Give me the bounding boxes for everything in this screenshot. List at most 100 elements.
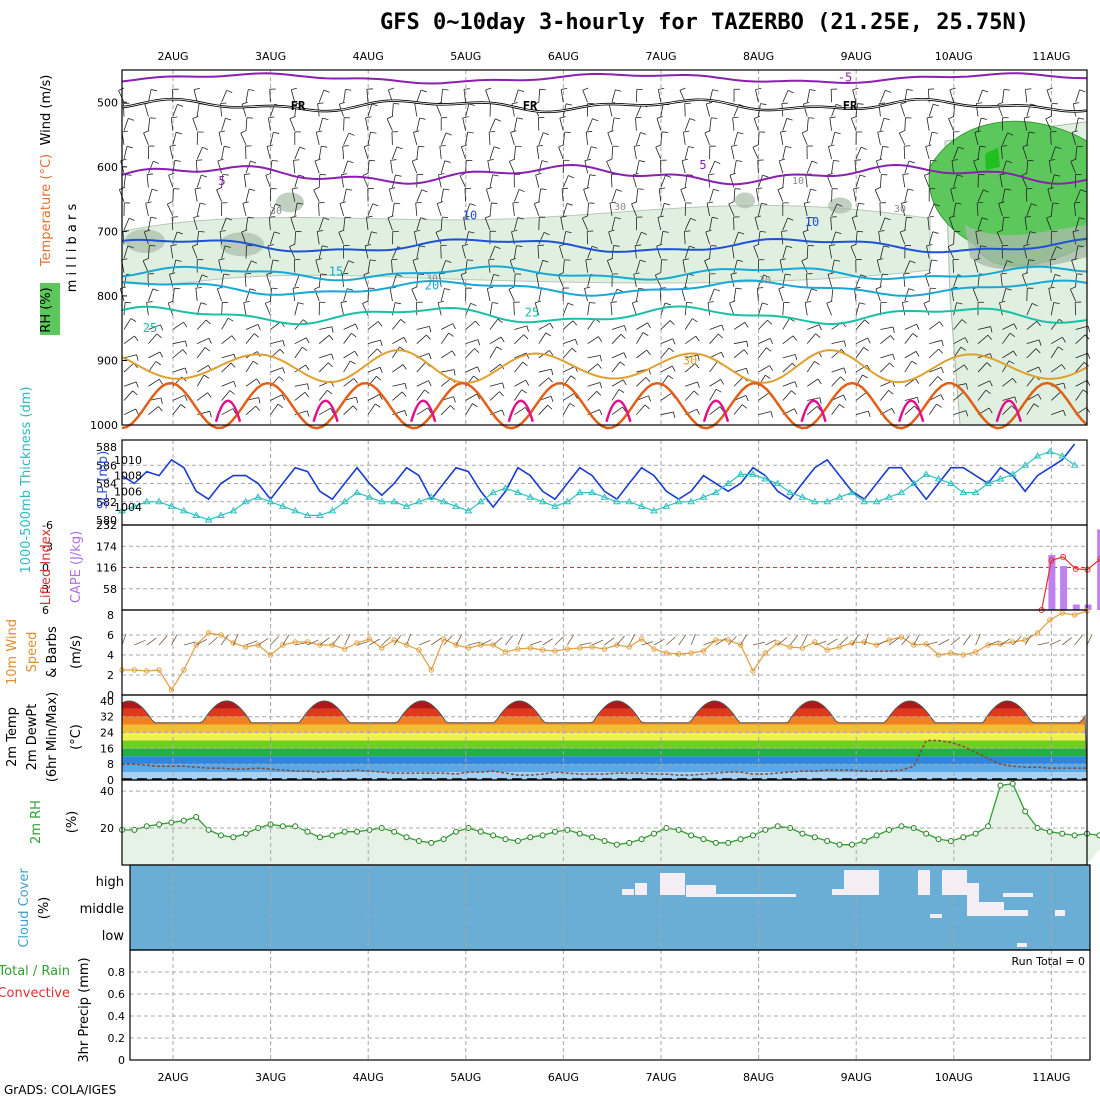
wind-barb-flag <box>693 390 699 396</box>
wind-barb <box>876 259 881 273</box>
wind-barb <box>681 160 686 174</box>
wind-barb-flag <box>160 397 163 404</box>
wind-barb <box>485 89 491 103</box>
wind-barb-flag <box>445 260 452 263</box>
wind-barb <box>928 259 932 273</box>
wind-barb <box>587 174 591 188</box>
wind-barb-flag <box>327 362 333 368</box>
wind-barb <box>587 382 601 387</box>
wind-barb-flag <box>714 288 721 292</box>
wind-barb <box>782 118 788 131</box>
wind10-barb <box>715 637 727 646</box>
wind-barb <box>318 146 322 160</box>
wind-barb-flag <box>850 243 857 247</box>
wind-barb <box>782 335 794 344</box>
rh2m-marker <box>440 836 447 843</box>
precip-grid <box>172 950 1052 1060</box>
thickness-marker <box>600 493 609 500</box>
wind-barb-flag <box>268 116 275 119</box>
wind10-label-2: Speed <box>25 632 40 673</box>
thickness-marker <box>860 497 869 505</box>
wind-barb <box>367 403 376 415</box>
wind-barb <box>855 146 862 160</box>
wind-barb <box>1002 396 1016 401</box>
thickness-marker <box>984 479 992 486</box>
wind-barb <box>314 160 320 174</box>
wind-barb <box>778 288 784 302</box>
temperature-band <box>122 756 1087 765</box>
wind10-marker <box>824 647 830 653</box>
wind-barb <box>831 203 838 217</box>
thickness-marker <box>947 479 955 486</box>
wind-barb-flag <box>695 335 700 342</box>
wind-barb-flag <box>974 130 981 133</box>
wind-barb <box>1024 217 1028 231</box>
wind-barb-flag <box>791 390 797 395</box>
wind-barb <box>293 160 296 174</box>
wind10-barb <box>666 636 676 646</box>
cape-tick: 174 <box>96 540 117 553</box>
wind10-tick: 8 <box>107 609 114 622</box>
wind-barb <box>632 174 637 188</box>
wind-barb-flag <box>877 258 884 261</box>
wind-barb <box>636 104 643 117</box>
wind10-barb <box>319 637 330 646</box>
wind-barb <box>1026 160 1029 174</box>
wind-barb-flag <box>565 231 572 234</box>
wind-barb <box>318 362 329 373</box>
wind-barb <box>489 246 496 259</box>
wind-barb-flag <box>545 332 552 337</box>
thickness-marker <box>749 470 757 477</box>
wind-barb <box>733 188 736 202</box>
rh2m-tick: 40 <box>100 785 114 798</box>
pressure-tick: 500 <box>97 96 118 109</box>
wind-barb <box>465 393 478 401</box>
wind-barb <box>392 337 404 345</box>
wind-barb <box>318 273 322 287</box>
wind-barb-flag <box>387 215 394 219</box>
wind-barb-flag <box>339 201 346 204</box>
wind-barb <box>1050 346 1059 359</box>
temperature-curve <box>121 700 1088 781</box>
wind10-barb <box>740 634 747 646</box>
wind-barb <box>684 245 690 259</box>
wind-barb <box>221 381 234 387</box>
wind-barb-flag <box>241 229 248 233</box>
wind-barb <box>831 104 837 117</box>
wind-barb-flag <box>439 272 446 275</box>
wind-barb <box>948 118 954 131</box>
rh2m-marker <box>576 830 583 837</box>
wind-barb-flag <box>296 202 304 205</box>
wind-barb <box>977 389 987 401</box>
wind-barb <box>684 118 691 131</box>
wind-barb <box>1075 361 1085 373</box>
wind-barb <box>538 232 545 245</box>
wind-barb <box>657 89 662 103</box>
wind-barb <box>514 361 524 373</box>
wind-barb-flag <box>1078 117 1085 120</box>
wind-barb <box>880 353 893 359</box>
wind-barb <box>294 103 297 117</box>
wind-barb <box>245 117 248 131</box>
wind-barb-flag <box>535 300 542 304</box>
wind-barb-flag <box>201 174 208 178</box>
wind-barb <box>1075 146 1078 160</box>
wind-barb <box>827 274 832 287</box>
wind10-barb <box>567 634 575 646</box>
wind-barb-flag <box>712 89 719 92</box>
wind-barb <box>1026 375 1036 387</box>
wind-barb <box>1049 259 1052 273</box>
wind-barb <box>289 118 296 131</box>
wind-barb <box>465 320 476 330</box>
wind-barb <box>563 338 576 345</box>
wind-barb-flag <box>794 354 798 361</box>
rh-contour-label: 10 <box>792 176 804 187</box>
wind-barb <box>1075 89 1080 103</box>
wind-barb-flag <box>477 339 481 346</box>
wind-barb-flag <box>1047 187 1054 190</box>
wind-barb <box>538 377 549 387</box>
wind-barb-flag <box>647 322 651 329</box>
wind-barb <box>416 273 419 287</box>
wind-barb <box>221 353 235 359</box>
wind-barb <box>733 404 743 415</box>
